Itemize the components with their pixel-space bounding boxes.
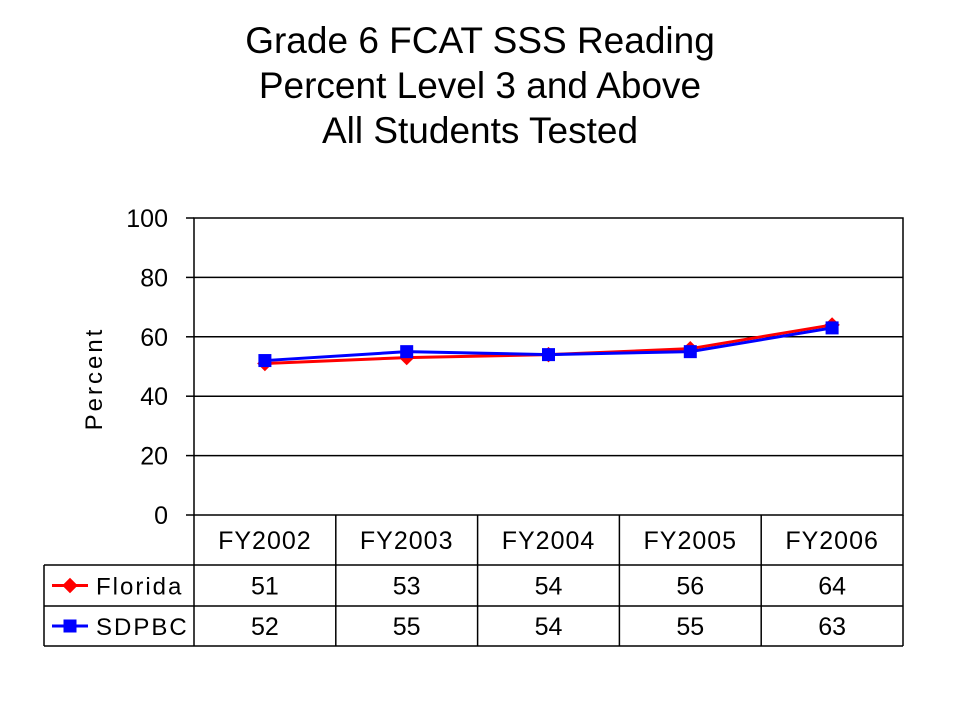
table-value: 63 bbox=[818, 613, 846, 641]
y-tick-label: 20 bbox=[140, 443, 168, 471]
x-tick-label: FY2002 bbox=[218, 527, 312, 555]
y-tick-label: 80 bbox=[140, 264, 168, 292]
chart-title-line-1: Grade 6 FCAT SSS Reading bbox=[245, 20, 715, 61]
legend-marker bbox=[63, 619, 77, 633]
y-tick-label: 0 bbox=[154, 502, 168, 530]
table-value: 52 bbox=[251, 613, 279, 641]
legend-label: Florida bbox=[96, 574, 183, 601]
table-value: 53 bbox=[393, 573, 421, 601]
y-axis-label: Percent bbox=[81, 327, 108, 431]
x-tick-label: FY2005 bbox=[644, 527, 738, 555]
data-point bbox=[400, 345, 414, 359]
legend-label: SDPBC bbox=[96, 614, 189, 641]
table-value: 54 bbox=[535, 573, 563, 601]
data-point bbox=[258, 354, 272, 368]
table-value: 64 bbox=[818, 573, 846, 601]
table-value: 55 bbox=[393, 613, 421, 641]
legend-marker bbox=[62, 577, 78, 594]
data-point bbox=[542, 348, 555, 362]
x-tick-label: FY2006 bbox=[785, 527, 879, 555]
y-tick-label: 100 bbox=[126, 205, 168, 233]
chart-title: Grade 6 FCAT SSS Reading Percent Level 3… bbox=[0, 18, 960, 153]
y-tick-label: 60 bbox=[140, 324, 168, 352]
chart-title-line-3: All Students Tested bbox=[321, 110, 639, 151]
table-value: 56 bbox=[676, 573, 704, 601]
x-tick-label: FY2004 bbox=[502, 527, 596, 555]
x-tick-label: FY2003 bbox=[360, 527, 454, 555]
table-value: 55 bbox=[676, 613, 704, 641]
data-point bbox=[825, 321, 839, 335]
chart-title-line-2: Percent Level 3 and Above bbox=[258, 65, 702, 106]
data-point bbox=[683, 345, 697, 359]
y-tick-label: 40 bbox=[140, 383, 168, 411]
table-value: 51 bbox=[251, 573, 279, 601]
plot-area bbox=[193, 217, 904, 516]
table-value: 54 bbox=[535, 613, 563, 641]
